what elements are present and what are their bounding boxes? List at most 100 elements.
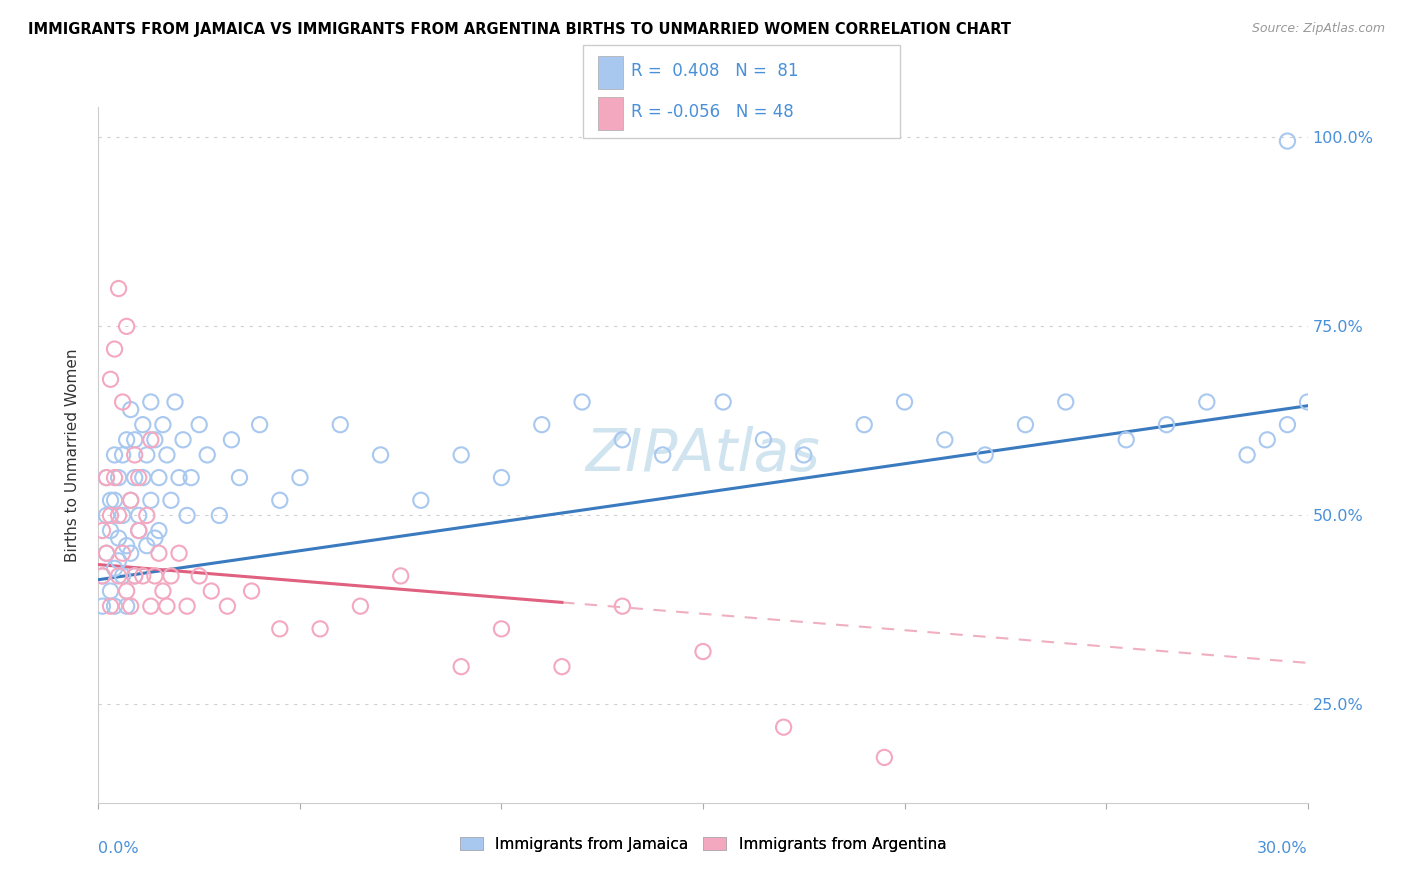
Point	[167, 470, 190, 484]
Point	[107, 281, 129, 295]
Point	[120, 493, 142, 508]
Point	[91, 599, 114, 614]
Point	[249, 417, 271, 432]
Point	[120, 599, 142, 614]
Point	[135, 539, 157, 553]
Point	[115, 539, 138, 553]
Point	[163, 395, 186, 409]
Point	[269, 622, 291, 636]
Point	[530, 417, 553, 432]
Point	[100, 584, 122, 599]
Point	[135, 448, 157, 462]
Point	[450, 659, 472, 673]
Point	[167, 546, 190, 560]
Text: 0.0%: 0.0%	[98, 841, 139, 856]
Point	[107, 569, 129, 583]
Point	[124, 433, 146, 447]
Point	[111, 508, 134, 523]
Point	[692, 644, 714, 658]
Point	[132, 470, 155, 484]
Point	[143, 531, 166, 545]
Point	[100, 524, 122, 538]
Point	[128, 470, 150, 484]
Point	[309, 622, 332, 636]
Point	[128, 508, 150, 523]
Point	[711, 395, 734, 409]
Point	[96, 470, 118, 484]
Point	[893, 395, 915, 409]
Point	[1256, 433, 1278, 447]
Point	[491, 470, 513, 484]
Point	[120, 402, 142, 417]
Point	[139, 395, 162, 409]
Point	[228, 470, 250, 484]
Point	[115, 319, 138, 334]
Point	[107, 554, 129, 568]
Point	[974, 448, 997, 462]
Point	[100, 508, 122, 523]
Point	[115, 599, 138, 614]
Text: Source: ZipAtlas.com: Source: ZipAtlas.com	[1251, 22, 1385, 36]
Point	[217, 599, 239, 614]
Point	[176, 599, 198, 614]
Point	[120, 493, 142, 508]
Point	[873, 750, 896, 764]
Point	[96, 546, 118, 560]
Point	[139, 493, 162, 508]
Point	[172, 433, 194, 447]
Text: IMMIGRANTS FROM JAMAICA VS IMMIGRANTS FROM ARGENTINA BIRTHS TO UNMARRIED WOMEN C: IMMIGRANTS FROM JAMAICA VS IMMIGRANTS FR…	[28, 22, 1011, 37]
Point	[96, 508, 118, 523]
Point	[91, 569, 114, 583]
Point	[120, 546, 142, 560]
Point	[1236, 448, 1258, 462]
Point	[329, 417, 352, 432]
Point	[349, 599, 371, 614]
Point	[111, 569, 134, 583]
Point	[128, 524, 150, 538]
Point	[1054, 395, 1077, 409]
Point	[124, 448, 146, 462]
Point	[103, 561, 125, 575]
Point	[200, 584, 222, 599]
Point	[195, 448, 218, 462]
Point	[612, 599, 634, 614]
Point	[91, 569, 114, 583]
Point	[156, 599, 179, 614]
Point	[143, 433, 166, 447]
Legend: Immigrants from Jamaica, Immigrants from Argentina: Immigrants from Jamaica, Immigrants from…	[454, 830, 952, 858]
Point	[111, 395, 134, 409]
Point	[1156, 417, 1178, 432]
Point	[450, 448, 472, 462]
Point	[551, 659, 574, 673]
Point	[571, 395, 593, 409]
Point	[103, 493, 125, 508]
Point	[1296, 395, 1319, 409]
Point	[100, 599, 122, 614]
Point	[103, 448, 125, 462]
Point	[156, 448, 179, 462]
Point	[1277, 417, 1299, 432]
Point	[103, 342, 125, 356]
Point	[100, 493, 122, 508]
Point	[651, 448, 673, 462]
Point	[1195, 395, 1218, 409]
Point	[124, 569, 146, 583]
Point	[128, 524, 150, 538]
Point	[1115, 433, 1137, 447]
Point	[160, 493, 183, 508]
Point	[111, 546, 134, 560]
Point	[180, 470, 202, 484]
Point	[221, 433, 243, 447]
Y-axis label: Births to Unmarried Women: Births to Unmarried Women	[65, 348, 80, 562]
Point	[91, 524, 114, 538]
Point	[409, 493, 432, 508]
Text: ZIPAtlas: ZIPAtlas	[586, 426, 820, 483]
Point	[752, 433, 775, 447]
Text: 30.0%: 30.0%	[1257, 841, 1308, 856]
Point	[148, 546, 170, 560]
Point	[269, 493, 291, 508]
Point	[96, 470, 118, 484]
Point	[139, 433, 162, 447]
Point	[793, 448, 815, 462]
Point	[132, 417, 155, 432]
